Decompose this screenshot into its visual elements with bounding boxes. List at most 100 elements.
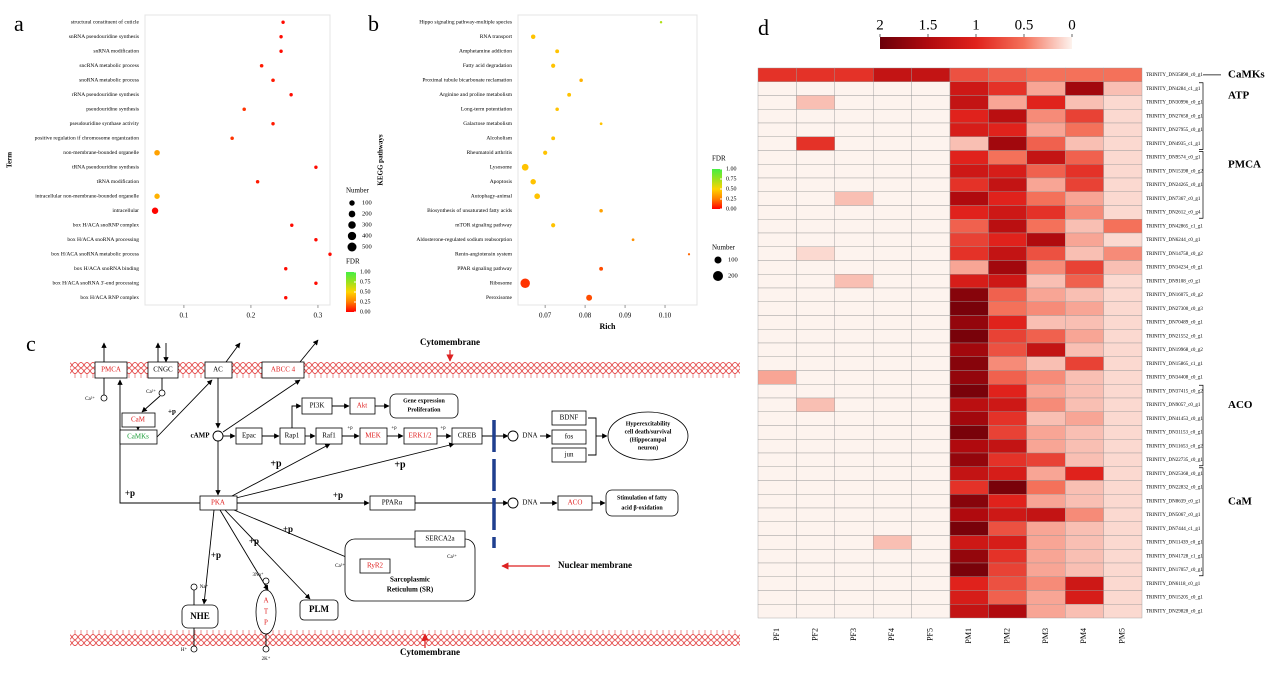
membrane-label: Cytomembrane	[400, 647, 460, 657]
cell	[873, 466, 912, 481]
cell	[1103, 122, 1143, 137]
cell	[911, 425, 951, 440]
cell	[796, 549, 836, 564]
y-tick-label: Autophagy-animal	[471, 194, 513, 200]
cell	[757, 315, 797, 330]
cell	[796, 246, 836, 261]
y-tick-label: Galactose metabolism	[463, 121, 512, 127]
y-tick-label: Rheumatoid arthritis	[467, 150, 512, 156]
group-label: ACO	[1228, 399, 1253, 411]
group-bracket	[1199, 384, 1204, 467]
cell	[873, 205, 912, 220]
cell	[834, 122, 874, 137]
cell	[1103, 466, 1143, 481]
cell	[796, 150, 836, 165]
row-label: TRINITY_DN15398_c0_g2	[1146, 169, 1203, 174]
cell	[1103, 562, 1143, 577]
cell	[873, 439, 912, 454]
point	[314, 238, 318, 242]
cell	[834, 315, 874, 330]
cell	[1026, 246, 1066, 261]
cell	[1103, 590, 1143, 605]
cell	[1026, 150, 1066, 165]
cell	[834, 466, 874, 481]
colorbar-label: 1.5	[919, 17, 938, 33]
cell	[796, 260, 836, 275]
legend-size	[347, 242, 357, 252]
cell	[757, 590, 797, 605]
cell	[949, 452, 989, 467]
legend-size	[348, 221, 356, 229]
group-label: CaM	[1228, 495, 1252, 507]
node: PPARα	[382, 499, 403, 507]
row-label: TRINITY_DN37415_c0_g2	[1146, 389, 1203, 394]
cell	[1064, 494, 1104, 509]
column-label: PM3	[1041, 628, 1050, 644]
cell	[988, 452, 1028, 467]
node: AC	[213, 366, 223, 374]
colorbar-label: 0.00	[726, 206, 737, 212]
cell	[757, 411, 797, 426]
node: CaMKs	[127, 433, 149, 441]
point	[255, 179, 260, 184]
cell	[949, 562, 989, 577]
cell	[988, 260, 1028, 275]
cell	[949, 164, 989, 179]
cell	[796, 95, 836, 110]
cell	[1103, 164, 1143, 179]
node: Akt	[357, 402, 368, 410]
y-tick-label: pseudouridine synthesis	[86, 107, 139, 113]
node: jun	[564, 451, 574, 459]
node: cAMP	[190, 432, 210, 440]
cell	[1103, 535, 1143, 550]
point	[284, 267, 288, 271]
cell	[1064, 191, 1104, 206]
cell	[1026, 604, 1066, 619]
cell	[834, 232, 874, 247]
cell	[1026, 494, 1066, 509]
ion: 3Na⁺	[253, 572, 264, 578]
cell	[988, 356, 1028, 371]
phospho: +p	[394, 459, 406, 470]
cell	[949, 384, 989, 399]
cell	[1026, 342, 1066, 357]
cell	[796, 480, 836, 495]
panel-label: a	[14, 11, 24, 36]
panel-label: b	[368, 11, 379, 36]
cell	[757, 329, 797, 344]
row-label: TRINITY_DN30996_c0_g1	[1146, 101, 1203, 106]
y-tick-label: Fatty acid degradation	[463, 63, 512, 69]
row-label: TRINITY_DN34234_c0_g1	[1146, 266, 1203, 271]
cell	[757, 164, 797, 179]
cell	[988, 191, 1028, 206]
y-tick-label: box H/ACA snoRNA binding	[74, 266, 139, 272]
cell	[796, 136, 836, 151]
cell	[757, 260, 797, 275]
cell	[911, 604, 951, 619]
phospho: +p	[249, 536, 259, 546]
cell	[949, 301, 989, 316]
cell	[988, 136, 1028, 151]
cell	[873, 425, 912, 440]
cell	[873, 274, 912, 289]
cell	[911, 494, 951, 509]
point	[521, 163, 529, 171]
point	[279, 49, 283, 53]
cell	[757, 287, 797, 302]
cell	[911, 535, 951, 550]
phospho: +p	[211, 550, 221, 560]
cell	[1103, 150, 1143, 165]
cell	[796, 164, 836, 179]
y-axis-label: Term	[6, 152, 14, 168]
cell	[834, 397, 874, 412]
cell	[1064, 315, 1104, 330]
cell	[911, 384, 951, 399]
cell	[757, 439, 797, 454]
cell	[757, 370, 797, 385]
cell	[1103, 219, 1143, 234]
node: Raf1	[322, 432, 336, 440]
point	[154, 193, 160, 199]
cell	[873, 370, 912, 385]
cell	[988, 562, 1028, 577]
colorbar-label: 0.50	[726, 186, 737, 192]
